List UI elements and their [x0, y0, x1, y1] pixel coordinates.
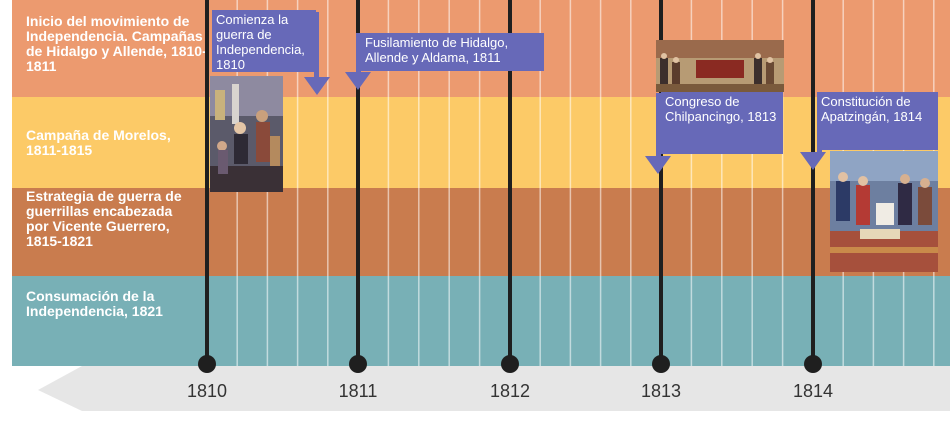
event-arrow-head-1810 — [304, 77, 330, 95]
event-box-1814: Constitución de Apatzingán, 1814 — [817, 92, 938, 150]
year-line-1813 — [659, 0, 663, 366]
event-arrow-shaft-1810 — [314, 12, 319, 78]
year-line-1811 — [356, 0, 360, 366]
painting-apatzingan-image — [830, 151, 938, 272]
year-label-1811: 1811 — [338, 381, 378, 401]
year-dot-1814 — [804, 355, 822, 373]
band-morelos — [12, 97, 950, 188]
year-label-1813: 1813 — [640, 381, 682, 401]
band-guerrero — [12, 188, 950, 276]
band-label-morelos: Campaña de Morelos, 1811-1815 — [26, 127, 171, 158]
year-line-1814 — [811, 0, 815, 366]
band-label-consummation: Consumación de la Independencia, 1821 — [26, 288, 163, 319]
painting-congreso-image — [656, 40, 784, 92]
year-dot-1810 — [198, 355, 216, 373]
band-label-independence-start: Inicio del movimiento de Independencia. … — [26, 13, 207, 74]
event-arrow-head-1811 — [345, 72, 371, 90]
painting-hidalgo-image — [210, 76, 283, 192]
event-arrow-shaft-1811 — [356, 33, 361, 73]
band-consummation — [12, 276, 950, 366]
year-dot-1813 — [652, 355, 670, 373]
event-arrow-head-1813 — [645, 156, 671, 174]
timeline-axis-arrow — [38, 366, 950, 411]
year-label-1812: 1812 — [489, 381, 531, 401]
band-label-guerrero: Estrategia de guerra de guerrillas encab… — [26, 188, 182, 249]
year-line-1810 — [205, 0, 209, 366]
event-box-1810: Comienza la guerra de Independencia, 181… — [212, 10, 316, 72]
event-arrow-head-1814 — [800, 152, 826, 170]
event-arrow-shaft-1813 — [656, 93, 661, 157]
year-label-1814: 1814 — [792, 381, 834, 401]
year-dot-1811 — [349, 355, 367, 373]
year-dot-1812 — [501, 355, 519, 373]
year-line-1812 — [508, 0, 512, 366]
event-box-1811: Fusilamiento de Hidalgo, Allende y Aldam… — [361, 33, 544, 71]
year-label-1810: 1810 — [186, 381, 228, 401]
event-box-1813: Congreso de Chilpancingo, 1813 — [661, 92, 783, 154]
